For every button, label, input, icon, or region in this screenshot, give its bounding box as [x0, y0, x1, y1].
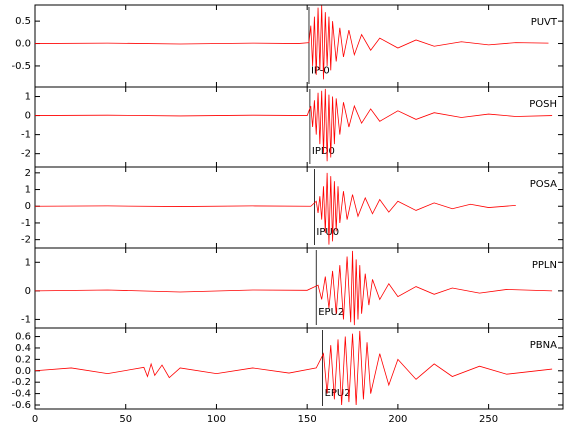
y-tick-label: 1: [25, 92, 31, 103]
y-tick-label: -1: [21, 130, 31, 141]
y-tick-label: 1: [25, 257, 31, 268]
waveform: [34, 172, 516, 245]
x-tick-label: 150: [298, 414, 317, 425]
phase-label: EPU2: [325, 388, 351, 399]
waveform: [34, 250, 553, 326]
y-tick-label: 2: [25, 168, 31, 179]
x-tick-label: 100: [207, 414, 226, 425]
y-tick-label: -1: [21, 218, 31, 229]
station-label: PUVT: [531, 17, 558, 28]
y-tick-label: 0: [25, 111, 31, 122]
panel-frame: [34, 327, 564, 410]
y-tick-label: -0.2: [11, 377, 31, 388]
x-tick-label: 200: [388, 414, 407, 425]
y-tick-label: 0.2: [15, 354, 31, 365]
y-tick-label: 0.0: [15, 366, 31, 377]
y-tick-label: -2: [21, 149, 31, 160]
waveform: [34, 88, 553, 162]
panel-frame: [34, 247, 564, 329]
y-tick-label: -0.5: [11, 61, 31, 72]
y-tick-label: 0: [25, 286, 31, 297]
y-tick-label: -1: [21, 314, 31, 325]
y-tick-label: -2: [21, 235, 31, 246]
x-tick-label: 250: [479, 414, 498, 425]
y-tick-label: -0.4: [11, 389, 31, 400]
x-tick-label: 0: [32, 414, 38, 425]
panel-frame: [34, 166, 564, 249]
phase-label: IP-0: [311, 66, 330, 77]
y-tick-label: 0.4: [15, 343, 31, 354]
phase-label: EPU2: [318, 307, 344, 318]
y-tick-label: 0: [25, 201, 31, 212]
y-tick-label: 0.5: [15, 16, 31, 27]
panel-frame: [34, 86, 564, 168]
station-label: PPLN: [532, 260, 557, 271]
panel-frame: [34, 4, 564, 88]
x-tick-label: 50: [119, 414, 132, 425]
y-tick-label: -0.6: [11, 400, 31, 411]
y-tick-label: 0.0: [15, 39, 31, 50]
y-tick-label: 0.6: [15, 332, 31, 343]
station-label: POSA: [530, 179, 557, 190]
station-label: POSH: [529, 99, 557, 110]
station-label: PBNA: [530, 340, 557, 351]
phase-label: IPU0: [316, 227, 339, 238]
y-tick-label: 1: [25, 185, 31, 196]
waveform: [34, 5, 549, 80]
waveform: [34, 330, 553, 406]
